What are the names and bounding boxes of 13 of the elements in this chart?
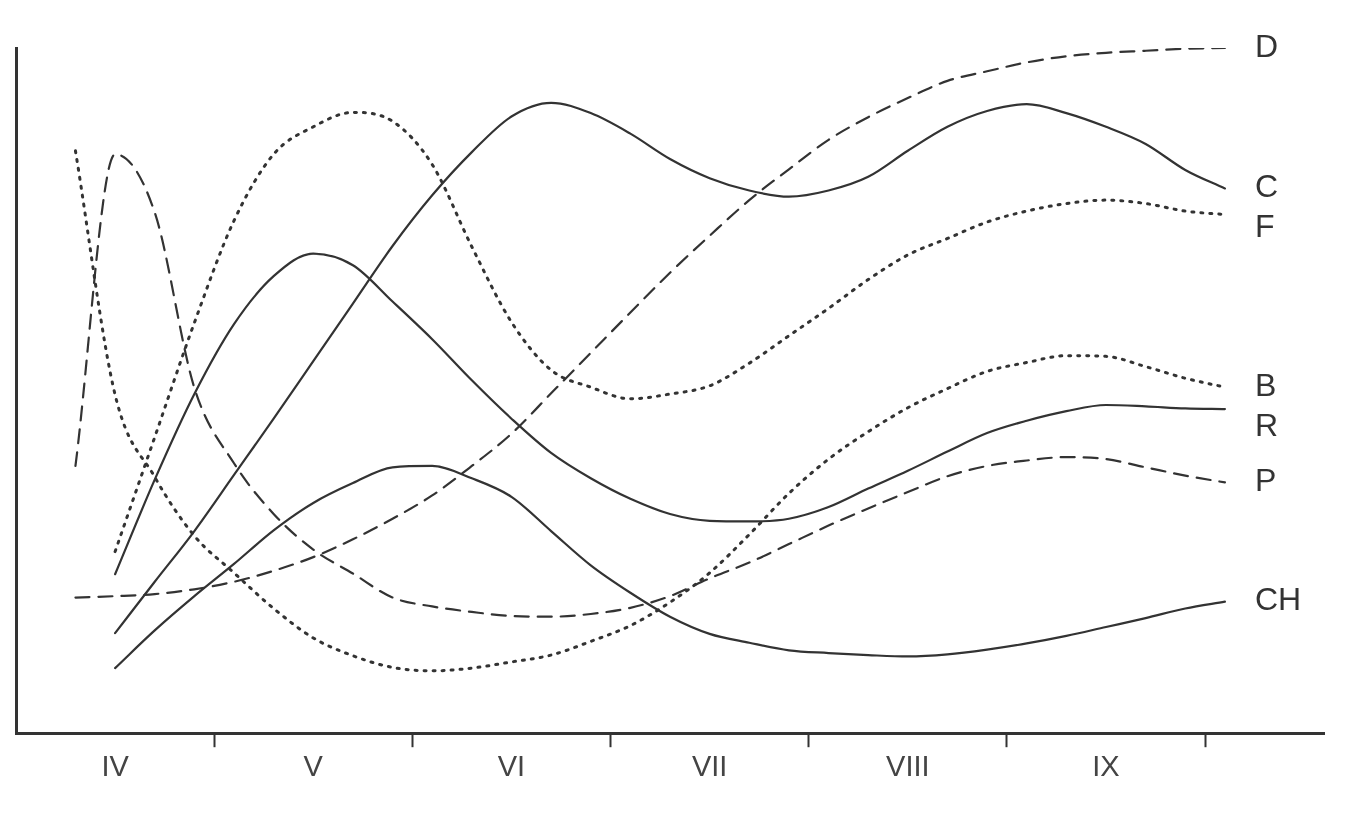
x-tick-label: IX <box>1092 749 1120 782</box>
series-label: P <box>1254 462 1277 499</box>
x-tick-label: VIII <box>886 749 930 782</box>
series-label: F <box>1254 208 1275 245</box>
x-tick-label: VI <box>497 749 526 782</box>
x-tick-label: VII <box>691 749 728 782</box>
series-label: C <box>1254 168 1279 205</box>
series-label: CH <box>1254 581 1302 618</box>
x-tick-label: IV <box>101 749 130 782</box>
x-tick-label: V <box>303 749 324 782</box>
series-label: B <box>1254 367 1277 403</box>
series-label: R <box>1254 407 1279 443</box>
series-label: D <box>1254 27 1279 64</box>
